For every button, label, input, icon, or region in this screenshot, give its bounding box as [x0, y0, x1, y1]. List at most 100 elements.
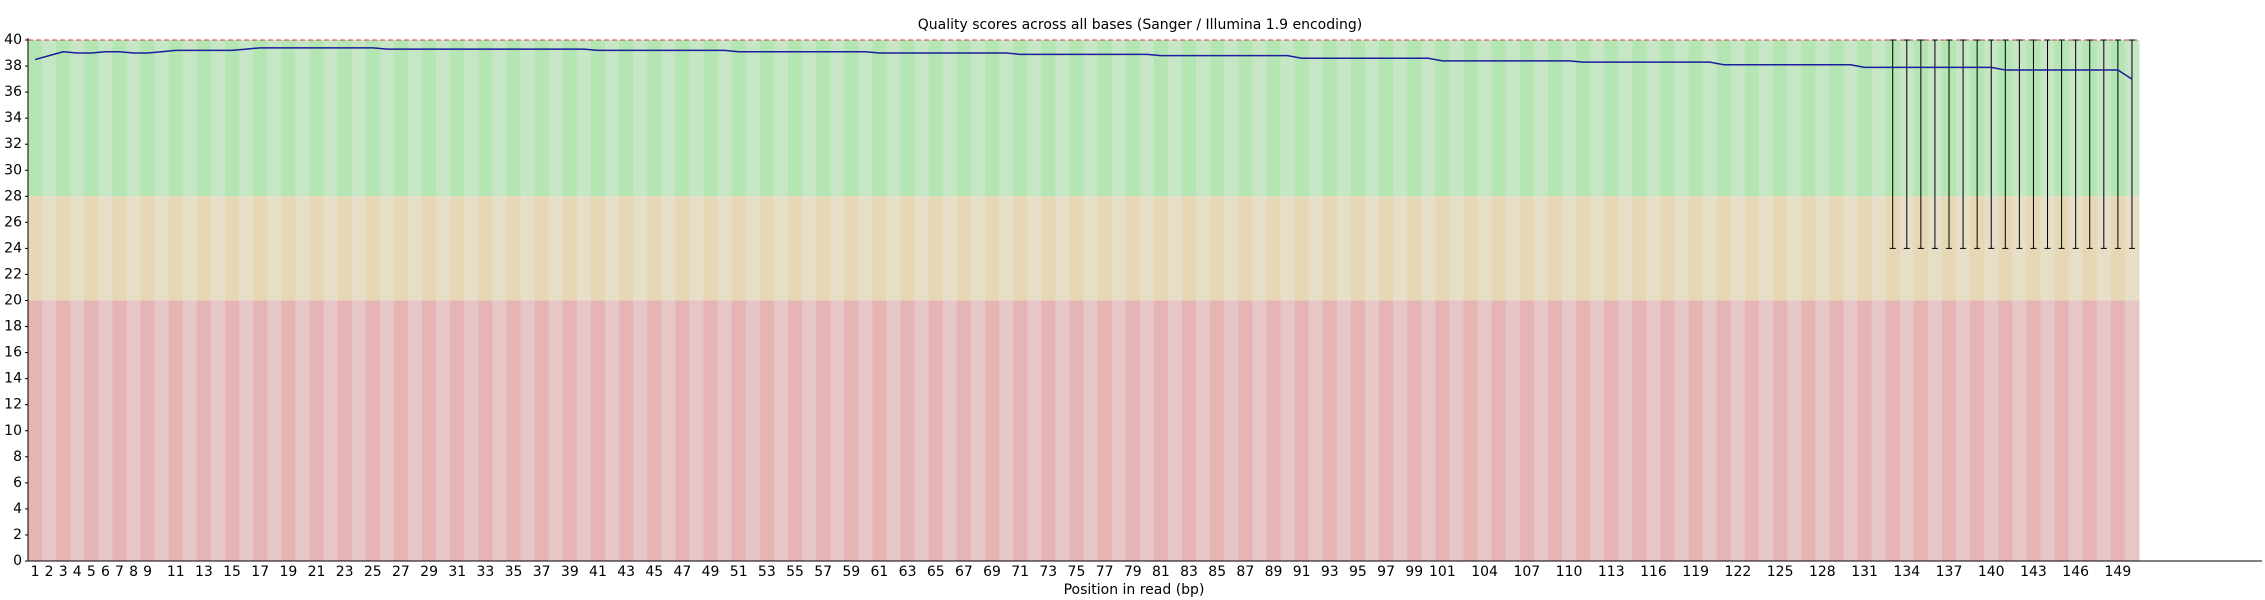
quality-zone: [914, 300, 930, 561]
quality-zone: [407, 196, 423, 301]
quality-zone: [1308, 40, 1324, 197]
quality-zone: [1519, 196, 1535, 301]
quality-zone: [1421, 40, 1436, 197]
quality-zone: [281, 300, 296, 561]
quality-zone: [1097, 196, 1113, 301]
quality-zone: [1308, 196, 1324, 301]
quality-zone: [1125, 300, 1141, 561]
x-tick-label: 125: [1767, 564, 1794, 580]
quality-zone: [1167, 300, 1183, 561]
quality-zone: [1153, 196, 1169, 301]
quality-zone: [886, 196, 902, 301]
x-tick-label: 91: [1293, 564, 1311, 580]
quality-zone: [1773, 40, 1788, 197]
quality-zone: [393, 40, 409, 197]
quality-zone: [661, 40, 676, 197]
quality-zone: [365, 196, 381, 301]
quality-zone: [830, 196, 845, 301]
quality-zone: [140, 196, 156, 301]
x-tick-label: 6: [101, 564, 110, 580]
quality-zone: [1266, 40, 1282, 197]
x-tick-label: 128: [1809, 564, 1836, 580]
quality-zone: [1702, 196, 1718, 301]
quality-zone: [1182, 196, 1197, 301]
quality-zone: [1702, 40, 1718, 197]
x-tick-label: 104: [1471, 564, 1498, 580]
quality-zone: [1196, 300, 1211, 561]
quality-zone: [1576, 196, 1591, 301]
quality-zone: [1083, 196, 1099, 301]
x-tick-label: 93: [1321, 564, 1339, 580]
quality-zone: [562, 196, 578, 301]
quality-zone: [365, 40, 381, 197]
quality-zone: [717, 300, 733, 561]
quality-zone: [1364, 40, 1380, 197]
quality-zone: [422, 300, 437, 561]
quality-zone: [590, 196, 606, 301]
quality-zone: [140, 40, 156, 197]
quality-zone: [773, 196, 789, 301]
quality-zone: [647, 40, 662, 197]
quality-zone: [999, 40, 1014, 197]
x-tick-label: 8: [129, 564, 138, 580]
quality-zone: [1477, 196, 1493, 301]
quality-zone: [816, 196, 831, 301]
y-tick-label: 28: [4, 188, 22, 204]
quality-zone: [1294, 300, 1310, 561]
quality-zone: [1238, 300, 1253, 561]
quality-zone: [1744, 40, 1760, 197]
quality-zone: [548, 40, 564, 197]
quality-zone: [689, 40, 705, 197]
quality-zone: [1210, 300, 1225, 561]
quality-zone: [731, 196, 747, 301]
x-tick-label: 49: [702, 564, 720, 580]
quality-zone: [1013, 196, 1028, 301]
quality-zone: [1899, 300, 1915, 561]
quality-zone: [1393, 196, 1408, 301]
quality-zone: [1801, 40, 1816, 197]
quality-zone: [689, 300, 705, 561]
quality-zone: [1702, 300, 1718, 561]
quality-zone: [154, 300, 170, 561]
quality-zone: [196, 300, 212, 561]
y-tick-label: 24: [4, 240, 22, 256]
quality-zone: [1393, 40, 1408, 197]
quality-zone: [267, 196, 282, 301]
quality-zone: [534, 300, 550, 561]
x-tick-label: 81: [1152, 564, 1170, 580]
quality-zone: [1449, 40, 1464, 197]
x-tick-label: 83: [1180, 564, 1198, 580]
quality-zone: [1604, 40, 1619, 197]
quality-zone: [1435, 300, 1450, 561]
quality-zone: [478, 300, 493, 561]
quality-zone: [1379, 196, 1394, 301]
quality-zone: [1449, 196, 1464, 301]
quality-zone: [1013, 300, 1028, 561]
quality-zone: [956, 40, 972, 197]
x-tick-label: 33: [476, 564, 494, 580]
y-tick-label: 14: [4, 371, 22, 387]
quality-zone: [1280, 40, 1296, 197]
quality-zone: [956, 196, 972, 301]
quality-zone: [520, 300, 536, 561]
quality-zone: [393, 196, 409, 301]
x-tick-label: 87: [1236, 564, 1254, 580]
quality-zone: [1773, 300, 1788, 561]
quality-zone: [309, 196, 325, 301]
quality-zone: [1547, 196, 1563, 301]
quality-zone: [1055, 40, 1070, 197]
quality-zone: [1871, 300, 1887, 561]
x-tick-label: 61: [871, 564, 889, 580]
quality-zone: [942, 40, 958, 197]
x-tick-label: 5: [87, 564, 96, 580]
quality-zone: [970, 40, 986, 197]
quality-zone: [492, 300, 507, 561]
quality-zone: [1139, 196, 1155, 301]
quality-zone: [984, 300, 1000, 561]
quality-zone: [1984, 300, 1999, 561]
quality-zone: [168, 40, 184, 197]
quality-zone: [1167, 40, 1183, 197]
quality-zone: [773, 40, 789, 197]
quality-zone: [379, 300, 395, 561]
quality-zone: [647, 196, 662, 301]
